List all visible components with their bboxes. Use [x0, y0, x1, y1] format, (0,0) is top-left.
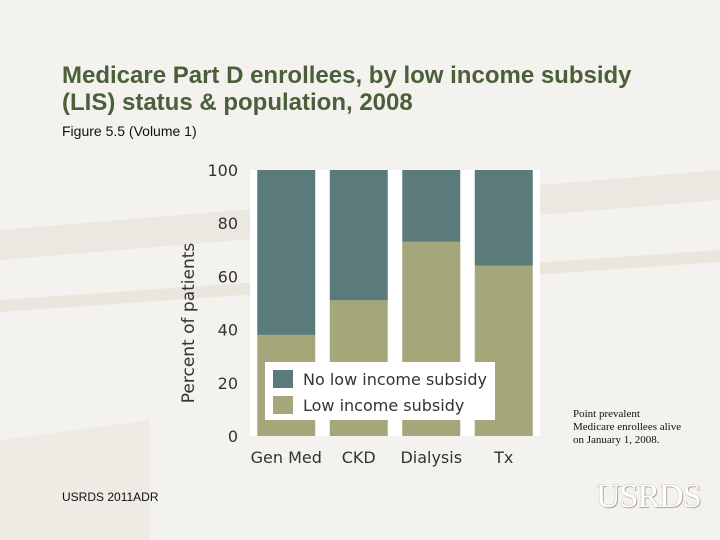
slide-title: Medicare Part D enrollees, by low income…	[62, 62, 632, 116]
x-tick-label: CKD	[342, 448, 376, 467]
footnote: Point prevalent Medicare enrollees alive…	[573, 408, 682, 446]
legend-label: Low income subsidy	[303, 396, 464, 415]
y-tick-label: 40	[218, 321, 238, 340]
bar-no-low-income-subsidy	[329, 170, 388, 301]
source-label: USRDS 2011ADR	[62, 490, 159, 504]
bar-no-low-income-subsidy	[474, 170, 533, 266]
stacked-bar-chart: 0 20 40 60 80 100 Percent of patients Gen Med CK…	[179, 161, 540, 467]
legend-box	[265, 362, 495, 420]
legend-label: No low income subsidy	[303, 370, 487, 389]
figure-subtitle: Figure 5.5 (Volume 1)	[62, 123, 197, 139]
y-tick-label: 80	[218, 214, 238, 233]
y-tick-label: 100	[207, 161, 238, 180]
y-tick-label: 0	[228, 427, 238, 446]
y-axis-label: Percent of patients	[179, 243, 199, 404]
y-tick-label: 20	[218, 374, 238, 393]
bar-no-low-income-subsidy	[402, 170, 461, 242]
bar-no-low-income-subsidy	[257, 170, 316, 335]
usrds-logo: USRDS	[596, 478, 702, 515]
legend-swatch	[273, 396, 293, 414]
x-tick-label: Gen Med	[251, 448, 322, 467]
y-tick-label: 60	[218, 267, 238, 286]
x-tick-label: Tx	[493, 448, 513, 467]
x-tick-label: Dialysis	[400, 448, 462, 467]
legend-swatch	[273, 370, 293, 388]
